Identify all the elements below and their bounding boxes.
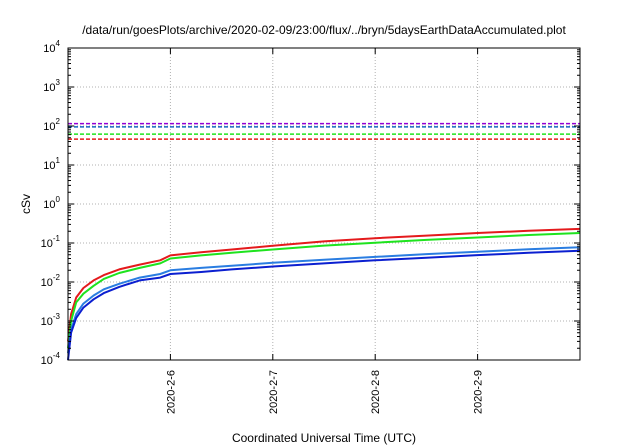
series-line [67,249,581,361]
grid [68,48,580,360]
y-tick-label: 103 [43,78,60,94]
x-tick-label: 2020-2-9 [473,370,485,414]
x-tick-label: 2020-2-7 [268,370,280,414]
chart-title: /data/run/goesPlots/archive/2020-02-09/2… [82,23,566,37]
x-axis-label: Coordinated Universal Time (UTC) [232,431,416,445]
threshold-lines [68,122,580,140]
x-axis-ticks: 2020-2-6 2020-2-7 2020-2-8 2020-2-9 [165,48,485,414]
y-axis-label: cSv [19,194,33,214]
y-tick-label: 10-2 [41,273,61,289]
y-tick-label: 10-3 [41,312,61,328]
y-axis-ticks: 10-4 10-3 10-2 10-1 100 101 102 103 104 [41,39,580,367]
series-line [67,246,581,354]
y-tick-label: 10-1 [41,234,61,250]
y-tick-label: 104 [43,39,60,55]
y-tick-label: 100 [43,195,60,211]
x-tick-label: 2020-2-6 [165,370,177,414]
series-lines [67,227,581,361]
y-tick-label: 10-4 [41,351,61,367]
y-tick-label: 101 [43,156,60,172]
y-tick-label: 102 [43,117,60,133]
x-tick-label: 2020-2-8 [370,370,382,414]
series-line [67,232,581,349]
series-line [67,227,581,342]
